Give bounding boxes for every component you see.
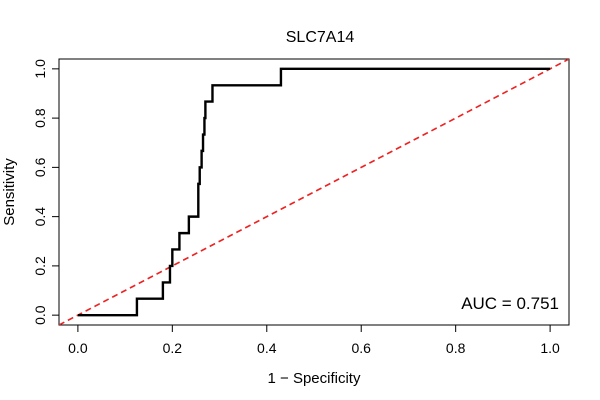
reference-diagonal-line bbox=[59, 59, 569, 325]
y-tick-label: 0.2 bbox=[32, 256, 48, 276]
x-axis: 0.0 0.2 0.4 0.6 0.8 1.0 bbox=[68, 324, 560, 356]
y-tick-label: 0.6 bbox=[32, 157, 48, 177]
x-tick-label: 1.0 bbox=[540, 340, 560, 356]
auc-annotation: AUC = 0.751 bbox=[461, 294, 559, 313]
x-tick-label: 0.8 bbox=[446, 340, 466, 356]
x-axis-label: 1 − Specificity bbox=[268, 370, 361, 387]
x-tick-label: 0.6 bbox=[351, 340, 371, 356]
roc-curve-line bbox=[77, 67, 551, 317]
chart-title: SLC7A14 bbox=[286, 29, 355, 46]
y-axis-label: Sensitivity bbox=[1, 158, 18, 226]
plot-frame bbox=[58, 58, 570, 326]
x-tick-label: 0.2 bbox=[163, 340, 183, 356]
x-tick-label: 0.0 bbox=[68, 340, 88, 356]
y-tick-label: 0.4 bbox=[32, 207, 48, 227]
y-tick-label: 1.0 bbox=[32, 59, 48, 79]
y-axis: 0.0 0.2 0.4 0.6 0.8 1.0 bbox=[32, 59, 60, 325]
y-tick-label: 0.8 bbox=[32, 108, 48, 128]
y-tick-label: 0.0 bbox=[32, 305, 48, 325]
x-tick-label: 0.4 bbox=[257, 340, 277, 356]
series-layer bbox=[59, 59, 569, 325]
